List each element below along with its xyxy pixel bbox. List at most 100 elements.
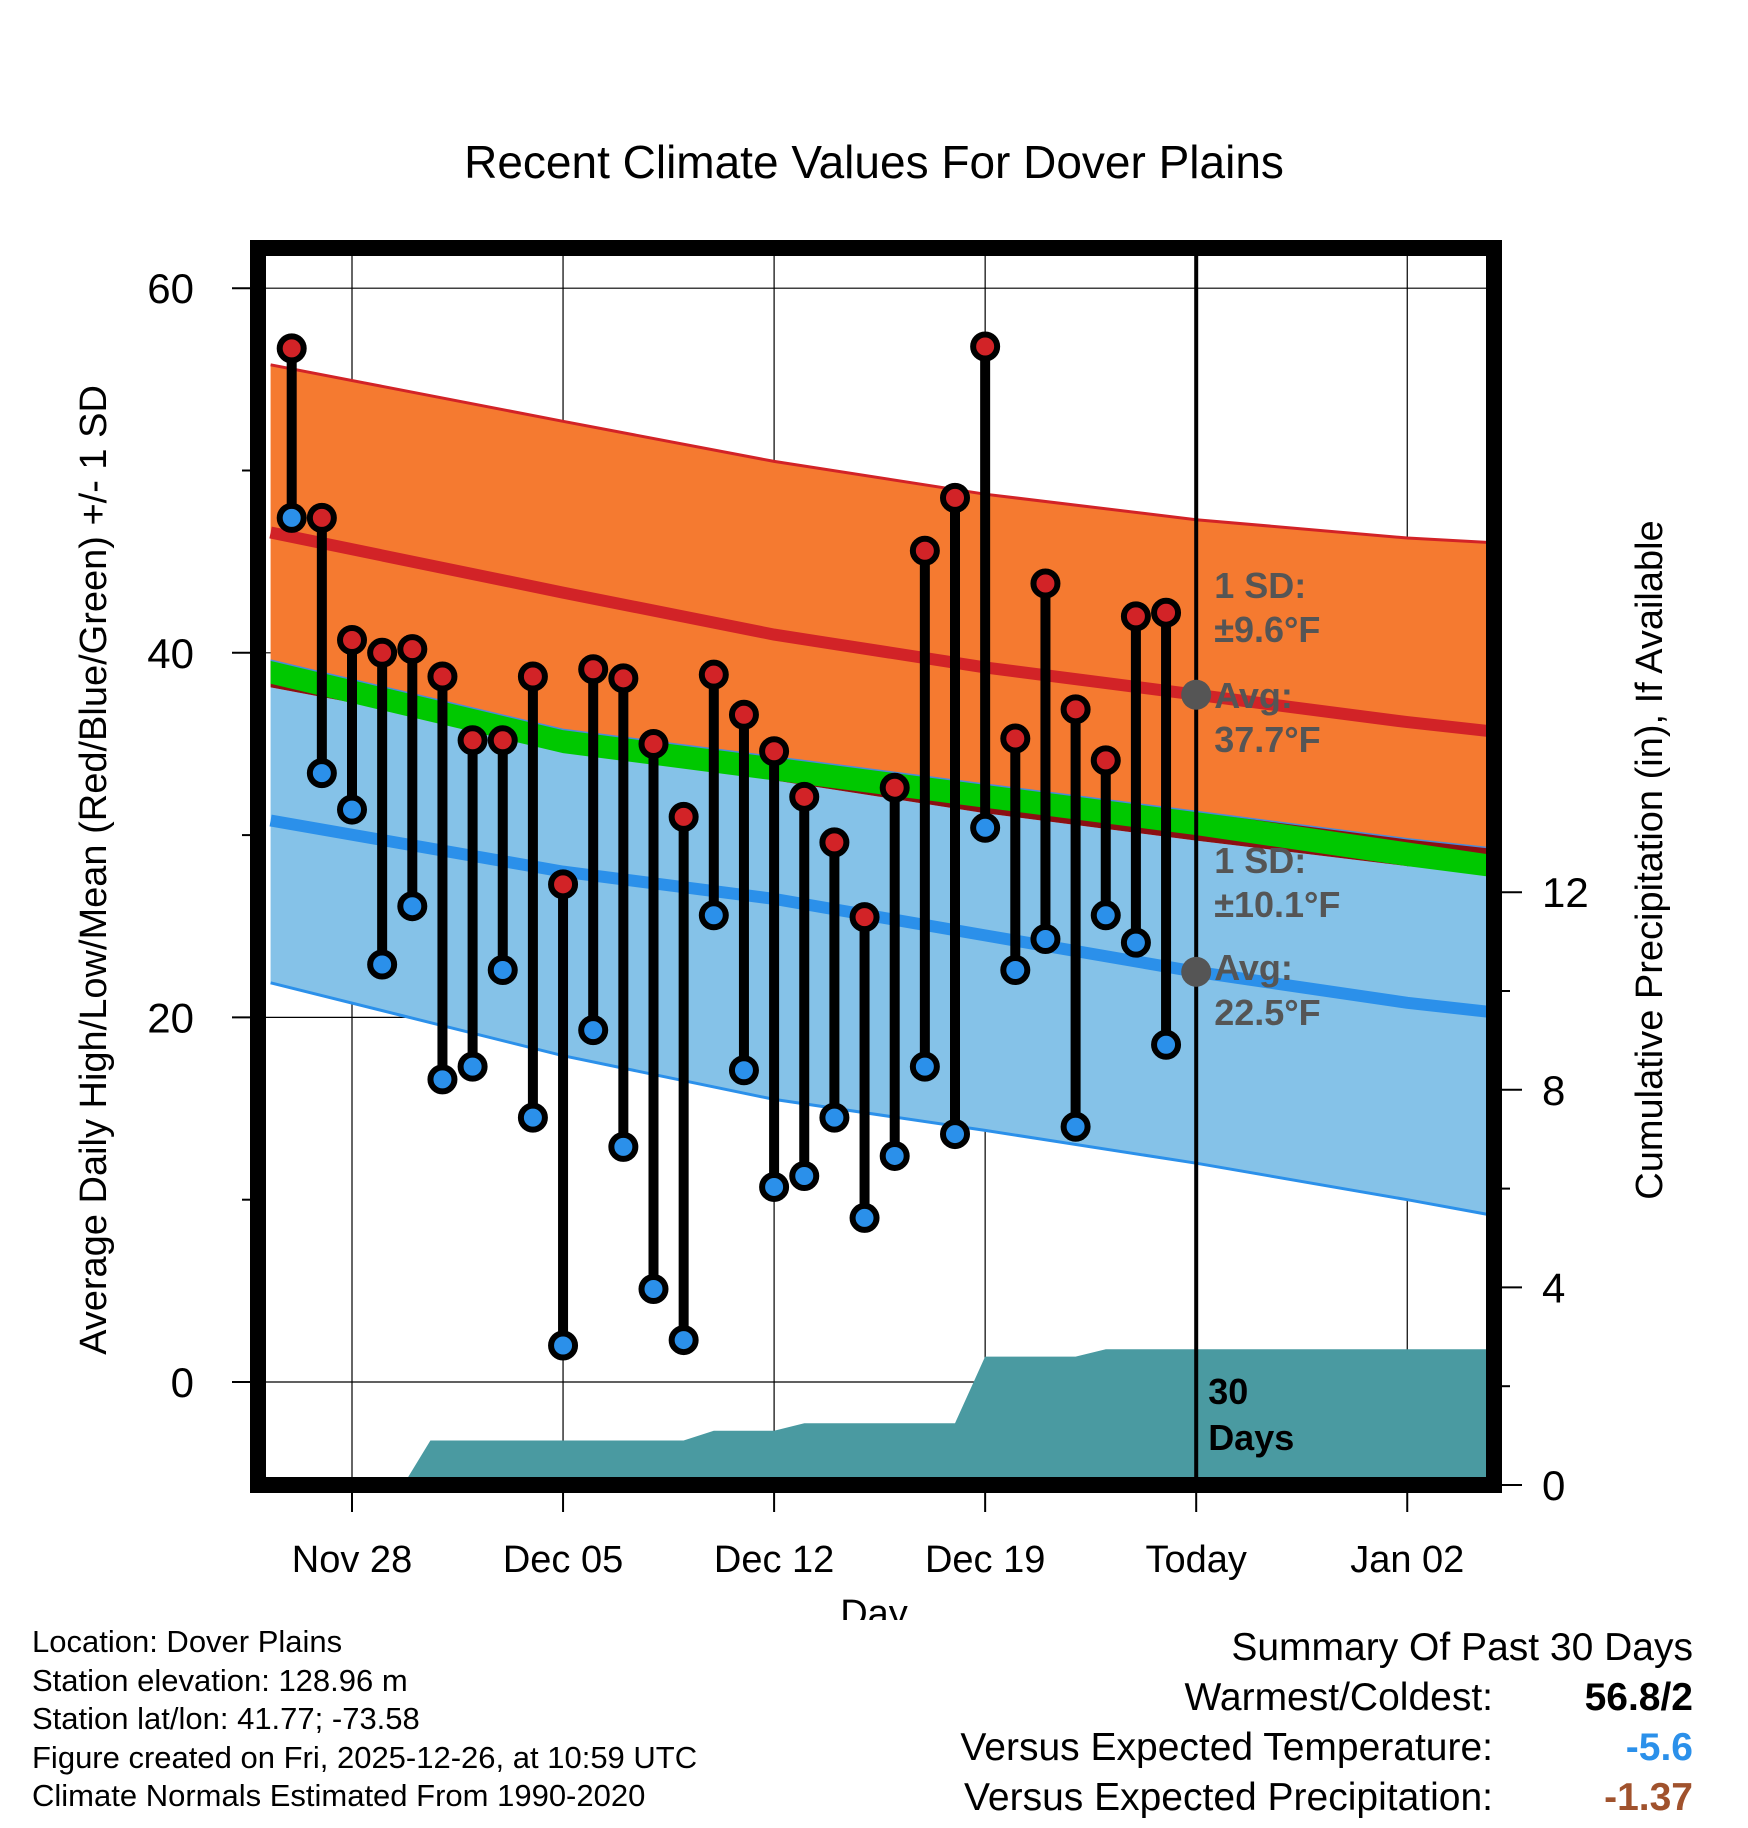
high-point: [1030, 568, 1061, 599]
high-sd-band: [270, 364, 1494, 849]
high-avg-label: Avg:: [1214, 675, 1293, 716]
high-point: [819, 827, 850, 858]
today-low-avg-marker: [1181, 956, 1212, 987]
precip-area: [270, 1349, 1494, 1485]
low-point: [517, 1102, 548, 1133]
x-tick-label-dec-19: Dec 19: [925, 1539, 1045, 1581]
plot-frame: [250, 240, 1502, 1493]
high-point: [578, 654, 609, 685]
high-sd-label: 1 SD:: [1214, 565, 1306, 606]
high-point: [940, 482, 970, 513]
high-point: [487, 725, 518, 756]
high-avg-value: 37.7°F: [1214, 719, 1320, 760]
temp-label: Versus Expected Temperature:: [960, 1726, 1493, 1769]
low-point: [1030, 924, 1061, 955]
elevation-text: Station elevation: 128.96 m: [32, 1662, 408, 1698]
low-point: [608, 1131, 639, 1162]
high-point: [728, 699, 759, 730]
y-axis-label: Average Daily High/Low/Mean (Red/Blue/Gr…: [73, 385, 115, 1355]
station-info: Location: Dover Plains Station elevation…: [32, 1623, 697, 1816]
y-tick-label-20: 20: [147, 994, 194, 1041]
precip-value: -1.37: [1604, 1776, 1693, 1819]
high-point: [909, 535, 940, 566]
climate-chart: Recent Climate Values For Dover Plains 1…: [73, 136, 1671, 1620]
high-point: [849, 902, 880, 933]
high-point: [759, 736, 790, 767]
high-point: [970, 331, 1001, 362]
high-point: [1120, 601, 1151, 632]
location-text: Location: Dover Plains: [32, 1624, 343, 1659]
high-point: [638, 728, 669, 759]
high-point: [306, 502, 337, 533]
low-sd-label: 1 SD:: [1214, 840, 1306, 881]
high-point: [1060, 694, 1091, 725]
high-point: [668, 801, 699, 832]
low-point: [397, 891, 428, 922]
low-point: [759, 1171, 790, 1202]
high-point: [397, 634, 428, 665]
low-point: [487, 955, 518, 986]
precip-label: Versus Expected Precipitation:: [964, 1776, 1493, 1819]
summary-title: Summary Of Past 30 Days: [1231, 1626, 1693, 1669]
high-point: [1151, 597, 1182, 628]
high-sd-value: ±9.6°F: [1214, 609, 1320, 650]
x-tick-label-nov-28: Nov 28: [292, 1539, 412, 1581]
summary-panel: Summary Of Past 30 Days Warmest/Coldest:…: [960, 1623, 1693, 1823]
high-point: [1000, 723, 1031, 754]
x-tick-label-dec-12: Dec 12: [714, 1539, 834, 1581]
low-avg-value: 22.5°F: [1214, 992, 1320, 1033]
low-point: [970, 812, 1001, 843]
low-point: [1090, 900, 1121, 931]
y2-axis-label: Cumulative Precipitation (in), If Availa…: [1629, 520, 1671, 1199]
low-point: [1060, 1111, 1091, 1142]
high-point: [457, 725, 488, 756]
low-point: [638, 1274, 669, 1305]
low-point: [1151, 1029, 1182, 1060]
high-point: [276, 333, 307, 364]
high-point: [367, 637, 398, 668]
low-point: [849, 1202, 880, 1233]
latlon-text: Station lat/lon: 41.77; -73.58: [32, 1701, 420, 1736]
x-tick-label-jan-02: Jan 02: [1350, 1539, 1464, 1581]
high-point: [337, 625, 367, 656]
low-point: [728, 1055, 759, 1086]
low-point: [1120, 927, 1151, 958]
low-point: [909, 1051, 940, 1082]
mean-band: [270, 660, 1494, 878]
low-point: [879, 1140, 910, 1171]
x-tick-label-today: Today: [1145, 1539, 1246, 1581]
y2-tick-label-0: 0: [1542, 1462, 1565, 1509]
low-point: [698, 900, 729, 931]
chart-title: Recent Climate Values For Dover Plains: [464, 136, 1284, 188]
y-tick-label-60: 60: [147, 265, 194, 312]
today-high-avg-marker: [1181, 679, 1212, 710]
low-sd-band: [270, 687, 1494, 1216]
high-point: [548, 869, 579, 900]
low-point: [276, 502, 307, 533]
precip-days-unit: Days: [1208, 1417, 1294, 1458]
low-point: [306, 758, 337, 789]
high-point: [698, 659, 729, 690]
high-point: [608, 663, 639, 694]
summary-precip: Versus Expected Precipitation: -1.37: [960, 1773, 1693, 1823]
low-point: [789, 1161, 820, 1192]
low-point: [940, 1119, 970, 1150]
y2-tick-label-8: 8: [1542, 1067, 1565, 1114]
low-point: [337, 794, 367, 825]
warm-cold-value: 56.8/2: [1584, 1676, 1693, 1719]
x-axis-label: Day: [840, 1593, 908, 1620]
high-point: [1090, 745, 1121, 776]
temp-value: -5.6: [1625, 1726, 1693, 1769]
high-point: [427, 661, 458, 692]
y2-tick-label-4: 4: [1542, 1264, 1565, 1311]
low-avg-label: Avg:: [1214, 947, 1293, 988]
precip-days-label: 30: [1208, 1371, 1248, 1412]
summary-temp: Versus Expected Temperature: -5.6: [960, 1723, 1693, 1773]
high-point: [879, 772, 910, 803]
low-point: [668, 1325, 699, 1356]
low-point: [578, 1015, 609, 1046]
normals-text: Climate Normals Estimated From 1990-2020: [32, 1778, 646, 1813]
created-text: Figure created on Fri, 2025-12-26, at 10…: [32, 1739, 698, 1775]
